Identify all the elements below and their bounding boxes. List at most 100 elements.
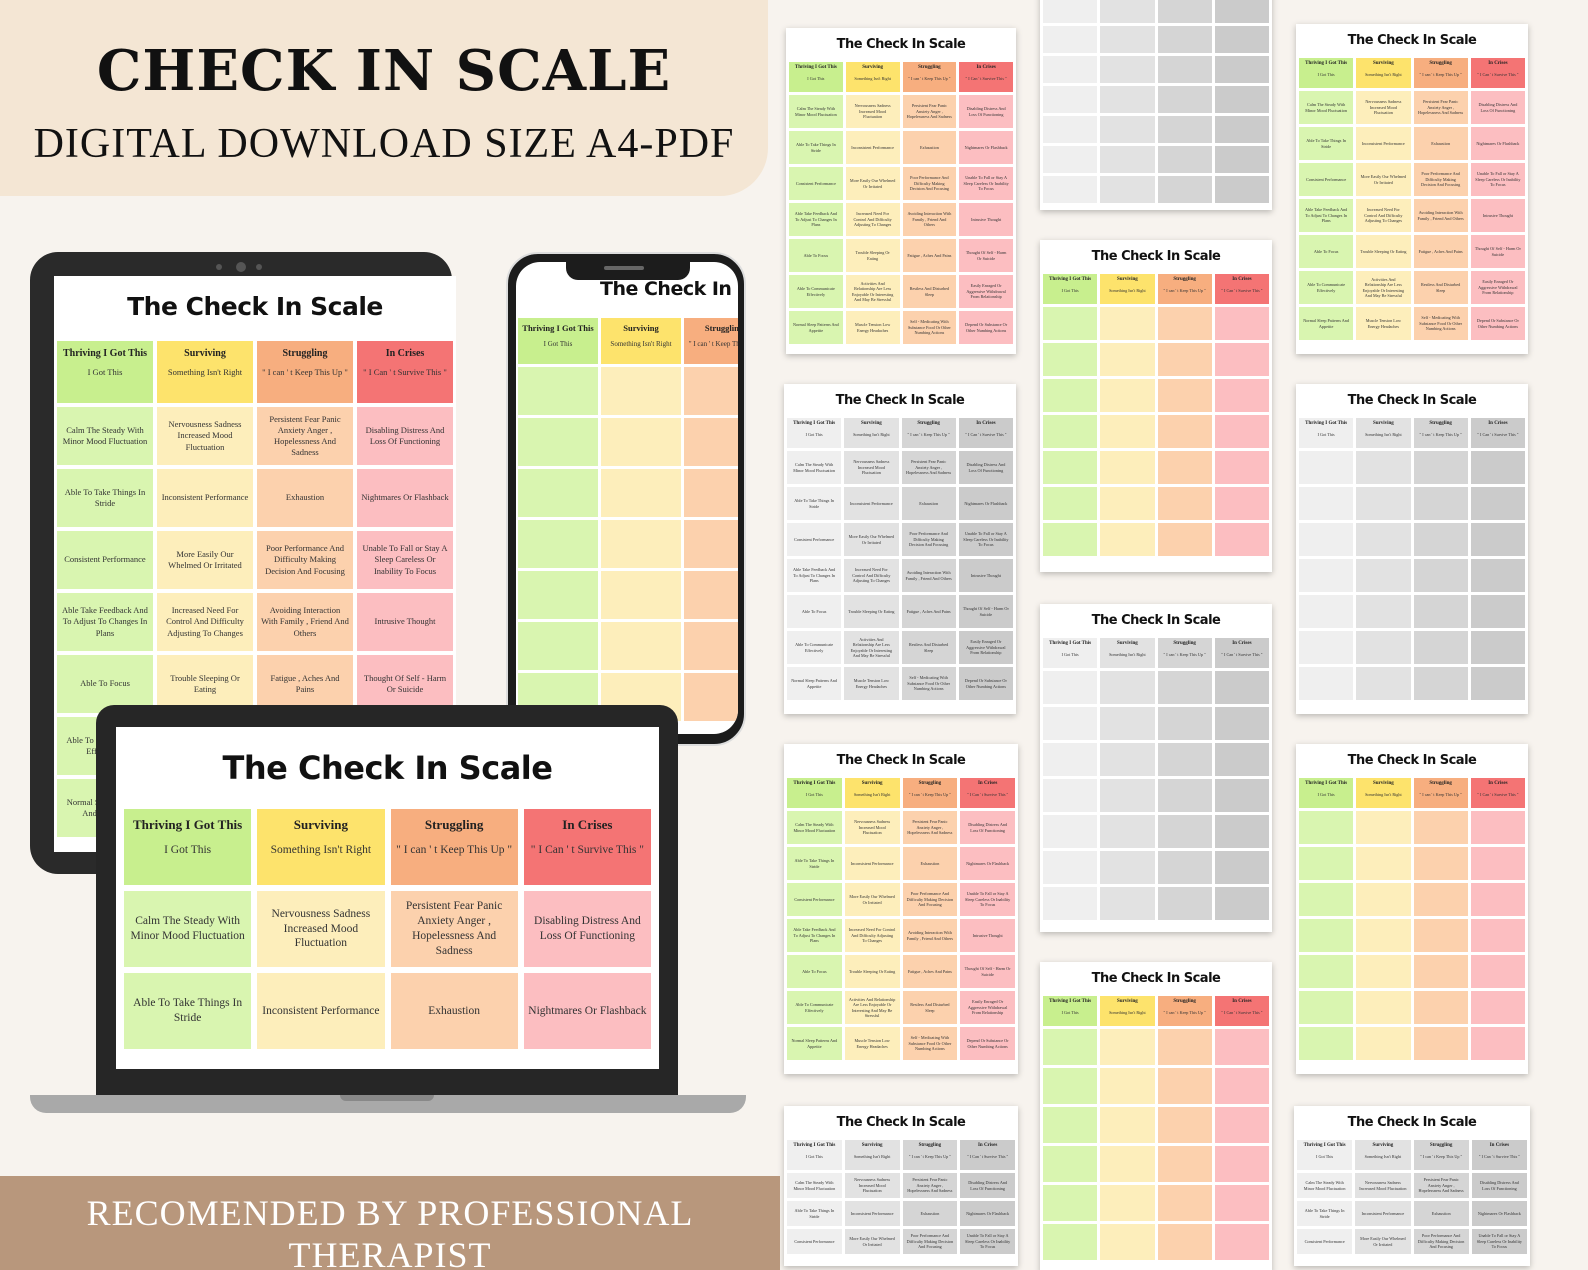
scale-cell: Able Take Feedback And To Adjust To Chan… xyxy=(57,593,153,651)
column-header: Surviving Something Isn't Right xyxy=(844,1140,900,1170)
scale-cell xyxy=(1214,307,1269,340)
scale-cell: Fatigue , Aches And Pains xyxy=(902,955,958,988)
scale-cell xyxy=(1043,1107,1098,1143)
scale-cell xyxy=(1356,523,1411,556)
scale-cell: Nervousness Sadness Increased Mood Fluct… xyxy=(845,95,900,128)
scale-cell: More Easily Our Whelmed Or Irritated xyxy=(157,531,253,589)
column-header: Thriving I Got This I Got This xyxy=(1299,418,1354,448)
column-header: Surviving Something Isn't Right xyxy=(845,62,900,92)
scale-cell: Able To Take Things In Stride xyxy=(57,469,153,527)
scale-cell: Able To Focus xyxy=(1299,235,1354,268)
laptop-base xyxy=(30,1095,746,1113)
column-title: Surviving xyxy=(1372,1143,1394,1148)
scale-cell: Fatigue , Aches And Pains xyxy=(902,239,957,272)
scale-cell xyxy=(1470,991,1525,1024)
scale-cell: Inconsistent Performance xyxy=(844,847,900,880)
scale-cell xyxy=(1043,146,1098,173)
scale-cell: Consistent Performance xyxy=(787,1229,842,1254)
scale-cell: Able Take Feedback And To Adjust To Chan… xyxy=(789,203,843,236)
scale-cell xyxy=(1470,1027,1525,1060)
scale-cell: Persistent Fear Panic Anxiety Anger , Ho… xyxy=(902,95,957,128)
scale-table: Thriving I Got This I Got This Surviving So… xyxy=(786,62,1016,344)
scale-cell xyxy=(1356,847,1411,880)
scale-cell: Able Take Feedback And To Adjust To Chan… xyxy=(787,559,842,592)
sheet-title: The Check In Scale xyxy=(836,753,966,768)
column-subtitle: Something Isn't Right xyxy=(1365,71,1402,77)
column-header: Struggling " I can ' t Keep This Up " xyxy=(684,318,738,364)
column-header: Thriving I Got This I Got This xyxy=(1043,996,1098,1026)
column-subtitle: Something Isn't Right xyxy=(167,367,243,377)
scale-cell: Calm The Steady With Minor Mood Fluctuat… xyxy=(1299,91,1354,124)
scale-cell xyxy=(1470,883,1525,916)
column-title: Struggling xyxy=(918,1143,942,1148)
column-header: Struggling " I can ' t Keep This Up " xyxy=(901,418,956,448)
column-subtitle: I Got This xyxy=(805,1153,823,1159)
scale-table: Thriving I Got This I Got This Surviving So… xyxy=(784,1140,1018,1254)
scale-cell xyxy=(1157,116,1212,143)
column-header: Struggling " I can ' t Keep This Up " xyxy=(1413,778,1468,808)
column-title: Struggling xyxy=(1173,641,1196,646)
scale-cell xyxy=(1470,955,1525,988)
sheet-title: The Check In Scale xyxy=(1091,971,1221,986)
scale-cell: Disabling Distress And Loss Of Functioni… xyxy=(523,891,651,967)
preview-page: The Check In Scale Thriving I Got This I G… xyxy=(786,28,1016,354)
scale-cell: Nervousness Sadness Increased Mood Fluct… xyxy=(1356,91,1411,124)
scale-table: Thriving I Got This I Got This Surviving So… xyxy=(784,418,1016,700)
scale-cell xyxy=(1100,707,1155,740)
scale-cell: Exhaustion xyxy=(902,847,958,880)
main-title: CHECK IN SCALE xyxy=(96,38,672,104)
scale-cell xyxy=(1100,1224,1155,1260)
column-title: In Crises xyxy=(1232,277,1252,282)
scale-cell xyxy=(1214,523,1269,556)
column-title: Struggling xyxy=(1429,61,1452,66)
column-header: Thriving I Got This I Got This xyxy=(789,62,843,92)
scale-cell xyxy=(1214,1068,1269,1104)
column-header: Struggling " I can ' t Keep This Up " xyxy=(902,778,958,808)
column-subtitle: I Got This xyxy=(543,340,573,349)
column-title: In Crises xyxy=(1232,641,1252,646)
scale-cell: Inconsistent Performance xyxy=(157,469,253,527)
column-title: Thriving I Got This xyxy=(522,323,594,333)
scale-cell xyxy=(1100,1185,1155,1221)
scale-cell xyxy=(1157,26,1212,53)
scale-cell xyxy=(1157,0,1212,23)
scale-cell xyxy=(1100,779,1155,812)
sheet-title: The Check In Scale xyxy=(600,278,738,300)
scale-cell: More Easily Our Whelmed Or Irritated xyxy=(1355,1229,1411,1254)
scale-cell xyxy=(1157,307,1212,340)
scale-cell xyxy=(1214,116,1269,143)
scale-cell: Muscle Tension Low Energy Headaches xyxy=(844,1027,900,1060)
scale-cell xyxy=(1100,26,1155,53)
scale-cell xyxy=(1157,343,1212,376)
column-title: Surviving xyxy=(1116,641,1138,646)
scale-cell: Inconsistent Performance xyxy=(1355,1201,1411,1226)
scale-cell xyxy=(1214,176,1269,203)
scale-cell: Increased Need For Control And Difficult… xyxy=(844,559,899,592)
column-header: Thriving I Got This I Got This xyxy=(787,778,842,808)
column-subtitle: " I Can ' t Survive This " xyxy=(1477,791,1519,797)
scale-cell: Increased Need For Control And Difficult… xyxy=(844,919,900,952)
scale-cell: Activities And Relationship Are Less Enj… xyxy=(1356,271,1411,304)
scale-cell: Exhaustion xyxy=(390,973,518,1049)
scale-cell: Nightmares Or Flashback xyxy=(1471,1201,1527,1226)
scale-cell: Nightmares Or Flashback xyxy=(959,131,1013,164)
sheet-title: The Check In Scale xyxy=(1347,1115,1477,1130)
scale-cell xyxy=(684,367,738,415)
scale-cell xyxy=(1214,415,1269,448)
scale-cell: More Easily Our Whelmed Or Irritated xyxy=(1356,163,1411,196)
scale-cell xyxy=(1157,1224,1212,1260)
laptop-screen: The Check In Scale Thriving I Got This I … xyxy=(116,727,659,1069)
column-subtitle: Something Isn't Right xyxy=(610,340,672,349)
column-subtitle: " I Can ' t Survive This " xyxy=(967,1153,1009,1159)
scale-cell: Able To Communicate Effectively xyxy=(787,991,842,1024)
column-title: Struggling xyxy=(918,781,942,786)
column-title: Thriving I Got This xyxy=(1305,61,1348,66)
scale-cell: Trouble Sleeping Or Eating xyxy=(844,595,899,628)
column-header: In Crises " I Can ' t Survive This " xyxy=(1470,58,1525,88)
scale-cell xyxy=(1214,146,1269,173)
sheet-title: The Check In Scale xyxy=(836,37,966,52)
scale-cell: Avoiding Interaction With Family , Frien… xyxy=(902,919,958,952)
scale-cell: Disabling Distress And Loss Of Functioni… xyxy=(960,811,1015,844)
scale-cell: Normal Sleep Patterns And Appetite xyxy=(789,311,843,344)
column-subtitle: " I Can ' t Survive This " xyxy=(530,843,644,856)
